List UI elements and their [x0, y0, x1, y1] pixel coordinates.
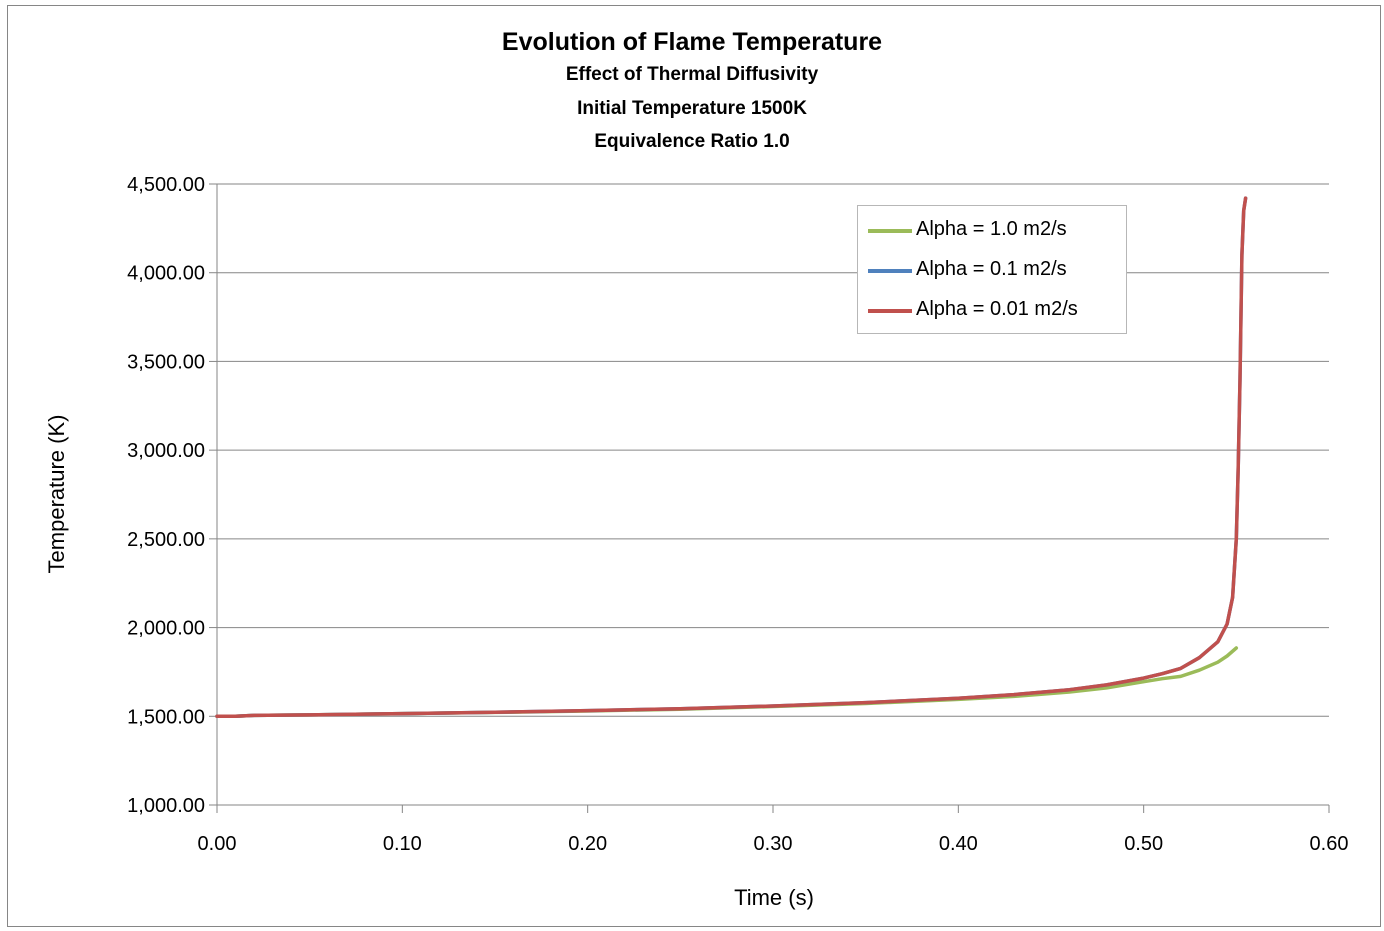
y-axis-label: Temperature (K) — [44, 415, 69, 574]
series-group — [215, 196, 1248, 719]
y-tick-label: 3,500.00 — [127, 351, 205, 373]
tick-labels: 1,000.00 1,500.00 2,000.00 2,500.00 3,000.00… — [127, 174, 1348, 855]
legend-item-alpha-0.1: Alpha = 0.1 m2/s — [864, 256, 1126, 286]
chart-area — [7, 5, 1381, 927]
chart-subtitle-3: Equivalence Ratio 1.0 — [594, 131, 790, 152]
y-tick-label: 3,000.00 — [127, 440, 205, 462]
legend: Alpha = 1.0 m2/s Alpha = 0.1 m2/s Alpha … — [857, 205, 1127, 334]
x-tick-label: 0.30 — [754, 833, 793, 855]
x-tick-label: 0.50 — [1124, 833, 1163, 855]
x-tick-label: 0.10 — [383, 833, 422, 855]
legend-swatch — [868, 229, 912, 233]
series-line-2 — [215, 196, 1248, 719]
gridlines — [217, 183, 1329, 806]
legend-swatch — [868, 269, 912, 273]
legend-label: Alpha = 0.1 m2/s — [916, 258, 1067, 280]
chart-subtitle-2: Initial Temperature 1500K — [577, 98, 807, 119]
y-tick-label: 4,000.00 — [127, 263, 205, 285]
chart-title: Evolution of Flame Temperature — [501, 28, 883, 56]
chart-subtitle-1: Effect of Thermal Diffusivity — [565, 64, 819, 85]
legend-item-alpha-1.0: Alpha = 1.0 m2/s — [864, 216, 1126, 246]
legend-label: Alpha = 1.0 m2/s — [916, 218, 1067, 240]
legend-item-alpha-0.01: Alpha = 0.01 m2/s — [864, 296, 1126, 326]
y-tick-label: 2,000.00 — [127, 618, 205, 640]
legend-label: Alpha = 0.01 m2/s — [916, 298, 1078, 320]
x-tick-label: 0.20 — [568, 833, 607, 855]
y-tick-label: 4,500.00 — [127, 174, 205, 196]
x-tick-label: 0.40 — [939, 833, 978, 855]
x-tick-label: 0.60 — [1310, 833, 1349, 855]
y-tick-label: 2,500.00 — [127, 529, 205, 551]
y-tick-label: 1,000.00 — [127, 795, 205, 817]
axes — [209, 183, 1330, 813]
y-tick-label: 1,500.00 — [127, 706, 205, 728]
x-axis-label: Time (s) — [734, 885, 814, 910]
x-tick-label: 0.00 — [198, 833, 237, 855]
legend-swatch — [868, 309, 912, 313]
